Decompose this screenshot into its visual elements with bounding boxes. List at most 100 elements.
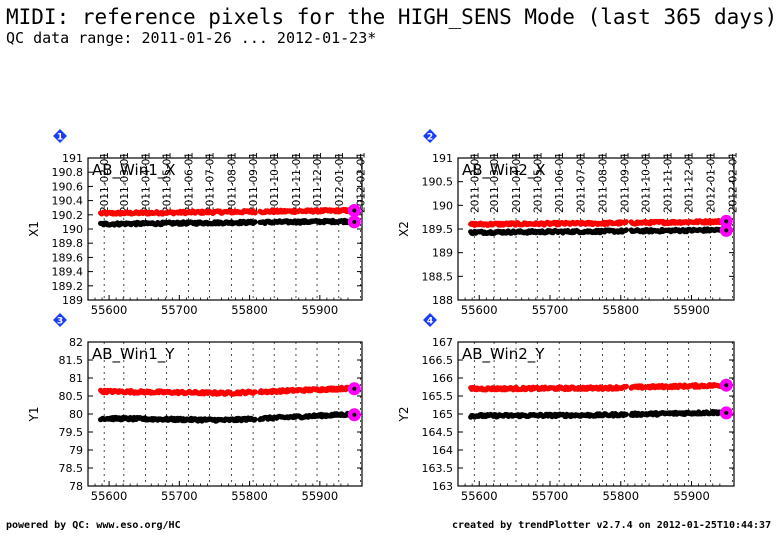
series-black — [98, 408, 361, 424]
y-axis-label: Y1 — [27, 407, 41, 423]
y-tick-label: 189.5 — [422, 223, 454, 236]
data-point — [623, 227, 629, 233]
panel-badge-number: 2 — [427, 133, 433, 143]
y-tick-label: 190.4 — [52, 195, 84, 208]
y-tick-label: 189.2 — [52, 280, 84, 293]
data-point — [623, 411, 629, 417]
y-tick-label: 164.5 — [422, 426, 454, 439]
date-tick-label: 2011-11-01 — [662, 152, 674, 213]
x-tick-label: 55900 — [673, 489, 710, 503]
data-point — [252, 389, 258, 395]
date-tick-label: 2012-01-01 — [706, 152, 718, 213]
y-tick-label: 164 — [432, 444, 453, 457]
date-tick-label: 2011-10-01 — [269, 152, 281, 213]
y-tick-label: 166.5 — [422, 354, 454, 367]
series-red — [468, 378, 733, 393]
panel-label: AB_Win1_X — [92, 161, 176, 180]
y-tick-label: 190 — [432, 199, 453, 212]
x-tick-label: 55800 — [602, 489, 639, 503]
y-axis-label: X1 — [27, 221, 41, 237]
panel-label: AB_Win2_Y — [462, 345, 545, 364]
latest-marker-dot — [352, 386, 357, 391]
y-tick-label: 189 — [432, 247, 453, 260]
series-black — [468, 406, 733, 420]
date-tick-label: 2011-08-01 — [226, 152, 238, 213]
date-tick-label: 2011-03-01 — [119, 152, 131, 213]
y-tick-label: 190 — [62, 223, 83, 236]
date-tick-label: 2012-01-01 — [334, 152, 346, 213]
date-tick-label: 2011-05-01 — [162, 152, 174, 213]
y-tick-label: 189.4 — [52, 266, 84, 279]
date-tick-label: 2011-10-01 — [641, 152, 653, 213]
date-tick-label: 2011-07-01 — [205, 152, 217, 213]
x-tick-label: 55700 — [161, 489, 198, 503]
y-tick-label: 191 — [62, 152, 83, 165]
latest-marker-dot — [352, 412, 357, 417]
date-tick-label: 2011-02-01 — [99, 152, 111, 213]
latest-marker-dot — [724, 410, 729, 415]
panel-label: AB_Win2_X — [462, 161, 546, 180]
latest-marker-dot — [724, 383, 729, 388]
y-tick-label: 165 — [432, 408, 453, 421]
series-red — [98, 204, 361, 218]
panel-badge — [423, 129, 437, 143]
y-tick-label: 165.5 — [422, 390, 454, 403]
data-point — [252, 416, 258, 422]
latest-marker-dot — [724, 219, 729, 224]
y-tick-label: 190.8 — [52, 166, 84, 179]
x-tick-label: 55600 — [461, 489, 498, 503]
data-point — [623, 383, 629, 389]
x-tick-label: 55600 — [461, 303, 498, 317]
date-tick-label: 2011-12-01 — [684, 152, 696, 213]
x-tick-label: 55900 — [302, 489, 339, 503]
y-tick-label: 189.6 — [52, 251, 84, 264]
x-tick-label: 55600 — [91, 489, 128, 503]
y-axis-label: X2 — [397, 221, 411, 237]
chart-panel-4: 163 163.5 164 164.5 165 165.5 166 166.5 167 55600… — [397, 313, 735, 503]
date-tick-label: 2011-09-01 — [619, 152, 631, 213]
y-tick-label: 166 — [432, 372, 453, 385]
plot-frame — [457, 157, 735, 301]
date-tick-label: 2011-08-01 — [597, 152, 609, 213]
series-red — [468, 214, 733, 228]
date-tick-label: 2011-02-01 — [469, 152, 481, 213]
date-tick-label: 2011-04-01 — [141, 152, 153, 213]
x-tick-label: 55800 — [231, 303, 268, 317]
plot-frame — [87, 157, 363, 301]
y-tick-label: 189 — [62, 294, 83, 307]
x-tick-label: 55900 — [673, 303, 710, 317]
chart-panel-1: 2011-02-01 2011-03-01 2011-04-01 2011-05-01… — [27, 129, 368, 317]
series-black — [98, 215, 361, 229]
date-tick-label: 2011-05-01 — [532, 152, 544, 213]
date-tick-label: 2011-09-01 — [248, 152, 260, 213]
chart-panel-3: 78 78.5 79 79.5 80 80.5 81 81.5 82 55600 55700 5580… — [27, 313, 363, 503]
y-tick-label: 80.5 — [59, 390, 84, 403]
date-tick-label: 2011-12-01 — [312, 152, 324, 213]
page-title: MIDI: reference pixels for the HIGH_SENS… — [6, 5, 778, 29]
chart-panel-2: 2011-02-01 2011-03-01 2011-04-01 2011-05-01… — [397, 129, 740, 317]
y-tick-label: 188 — [432, 294, 453, 307]
y-tick-label: 191 — [432, 152, 453, 165]
y-tick-label: 81 — [69, 372, 83, 385]
plot-frame — [87, 341, 363, 487]
y-tick-label: 163 — [432, 480, 453, 493]
x-tick-label: 55800 — [602, 303, 639, 317]
y-tick-label: 81.5 — [59, 354, 84, 367]
y-tick-label: 190.6 — [52, 180, 84, 193]
panel-badge — [423, 313, 437, 327]
x-tick-label: 55700 — [161, 303, 198, 317]
page-subtitle: QC data range: 2011-01-26 ... 2012-01-23… — [6, 29, 377, 47]
series-red — [98, 382, 361, 397]
y-axis-label: Y2 — [397, 407, 411, 423]
plot-frame — [457, 341, 735, 487]
data-point — [623, 219, 629, 225]
y-tick-label: 78 — [69, 480, 83, 493]
panel-badge-number: 4 — [427, 317, 433, 327]
x-tick-label: 55900 — [302, 303, 339, 317]
latest-marker-dot — [352, 208, 357, 213]
date-tick-label: 2011-06-01 — [183, 152, 195, 213]
date-tick-label: 2011-07-01 — [575, 152, 587, 213]
y-tick-label: 82 — [69, 336, 83, 349]
x-tick-label: 55800 — [231, 489, 268, 503]
latest-marker-dot — [724, 228, 729, 233]
